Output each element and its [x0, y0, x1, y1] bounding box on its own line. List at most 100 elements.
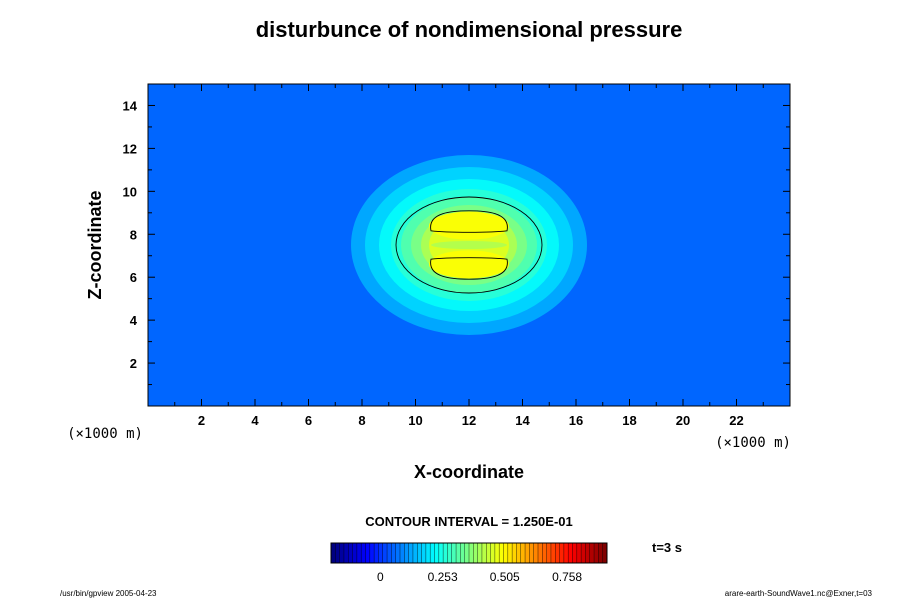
- y-tick-label: 14: [123, 98, 138, 113]
- colorbar-swatch: [589, 543, 595, 563]
- colorbar-swatch: [568, 543, 573, 563]
- y-tick-label: 2: [130, 356, 137, 371]
- colorbar-swatch: [529, 543, 534, 563]
- colorbar-swatch: [563, 543, 569, 563]
- colorbar-swatch: [507, 543, 513, 563]
- footer-left: /usr/bin/gpview 2005-04-23: [60, 589, 157, 598]
- colorbar-swatch: [456, 543, 461, 563]
- colorbar-swatch: [395, 543, 401, 563]
- x-axis-label: X-coordinate: [414, 462, 524, 482]
- field-lobe-lower: [429, 250, 509, 279]
- colorbar-tick-label: 0.505: [490, 570, 520, 584]
- colorbar-tick-label: 0.758: [552, 570, 582, 584]
- colorbar-swatch: [559, 543, 565, 563]
- colorbar-swatch: [550, 543, 556, 563]
- colorbar-swatch: [581, 543, 586, 563]
- colorbar-swatch: [387, 543, 392, 563]
- y-tick-label: 6: [130, 270, 137, 285]
- colorbar-swatch: [520, 543, 526, 563]
- colorbar-swatch: [460, 543, 465, 563]
- colorbar-swatch: [374, 543, 379, 563]
- colorbar-swatch: [335, 543, 340, 563]
- colorbar-frame: [330, 542, 608, 564]
- colorbar-swatch: [343, 543, 349, 563]
- colorbar-swatch: [512, 543, 517, 563]
- colorbar-swatch: [555, 543, 560, 563]
- field-lobe-upper: [429, 211, 509, 240]
- x-tick-label: 10: [408, 413, 422, 428]
- colorbar-swatch: [490, 543, 496, 563]
- y-tick-label: 12: [123, 141, 137, 156]
- y-tick-labels: 2 4 6 8 10 12 14: [123, 98, 138, 371]
- x-tick-label: 2: [198, 413, 205, 428]
- colorbar-swatch: [369, 543, 375, 563]
- colorbar-swatch: [365, 543, 371, 563]
- x-tick-label: 20: [676, 413, 690, 428]
- y-tick-label: 4: [130, 313, 138, 328]
- colorbar-swatch: [516, 543, 522, 563]
- x-unit-label: (×1000 m): [67, 426, 143, 442]
- colorbar-swatch: [481, 543, 487, 563]
- colorbar-swatch: [503, 543, 509, 563]
- x-tick-label: 8: [358, 413, 365, 428]
- colorbar-swatch: [438, 543, 444, 563]
- colorbar-swatch: [602, 543, 608, 563]
- colorbar-tick-label: 0: [377, 570, 384, 584]
- colorbar-swatch: [464, 543, 470, 563]
- footer-right: arare-earth-SoundWave1.nc@Exner,t=03: [725, 589, 873, 598]
- colorbar-swatch: [361, 543, 366, 563]
- colorbar-swatch: [585, 543, 591, 563]
- colorbar-swatch: [469, 543, 474, 563]
- colorbar-swatch: [391, 543, 396, 563]
- colorbar-swatch: [404, 543, 409, 563]
- colorbar-swatch: [447, 543, 453, 563]
- colorbar-swatch: [382, 543, 388, 563]
- time-label: t=3 s: [652, 540, 682, 555]
- colorbar-swatch: [538, 543, 543, 563]
- colorbar-swatch: [486, 543, 491, 563]
- colorbar-swatch: [417, 543, 422, 563]
- pressure-field: [351, 155, 587, 335]
- y-tick-label: 8: [130, 227, 137, 242]
- y-unit-label: (×1000 m): [715, 435, 791, 451]
- x-tick-label: 22: [729, 413, 743, 428]
- colorbar-swatch: [408, 543, 414, 563]
- tick-marks: [148, 84, 790, 406]
- colorbar-labels: 0 0.253 0.505 0.758: [377, 570, 582, 584]
- colorbar-swatch: [451, 543, 457, 563]
- colorbar-swatch: [477, 543, 483, 563]
- x-tick-label: 6: [305, 413, 312, 428]
- colorbar-swatch: [576, 543, 582, 563]
- colorbar-swatch: [572, 543, 578, 563]
- colorbar-swatch: [494, 543, 500, 563]
- colorbar-swatch: [430, 543, 435, 563]
- colorbar-swatch: [421, 543, 427, 563]
- x-tick-label: 16: [569, 413, 583, 428]
- field-center-trough: [431, 241, 507, 249]
- colorbar-swatch: [339, 543, 345, 563]
- colorbar-swatch: [473, 543, 478, 563]
- x-tick-labels: 2 4 6 8 10 12 14 16 18 20 22: [198, 413, 744, 428]
- contour-lobe-upper: [430, 210, 508, 233]
- x-tick-label: 14: [515, 413, 530, 428]
- colorbar-swatch: [425, 543, 431, 563]
- x-tick-label: 18: [622, 413, 636, 428]
- contour-interval-label: CONTOUR INTERVAL = 1.250E-01: [365, 514, 572, 529]
- colorbar-swatch: [443, 543, 448, 563]
- colorbar-swatch: [499, 543, 504, 563]
- y-axis-label: Z-coordinate: [85, 190, 105, 299]
- colorbar-swatch: [356, 543, 362, 563]
- colorbar-swatch: [378, 543, 384, 563]
- colorbar: [330, 543, 608, 563]
- colorbar-swatch: [412, 543, 418, 563]
- chart-title: disturbunce of nondimensional pressure: [256, 17, 683, 42]
- colorbar-swatch: [598, 543, 603, 563]
- colorbar-swatch: [542, 543, 547, 563]
- y-tick-label: 10: [123, 184, 137, 199]
- contour-outer: [395, 196, 543, 294]
- colorbar-swatch: [352, 543, 358, 563]
- colorbar-swatch: [525, 543, 530, 563]
- x-tick-label: 4: [251, 413, 259, 428]
- colorbar-swatch: [331, 543, 336, 563]
